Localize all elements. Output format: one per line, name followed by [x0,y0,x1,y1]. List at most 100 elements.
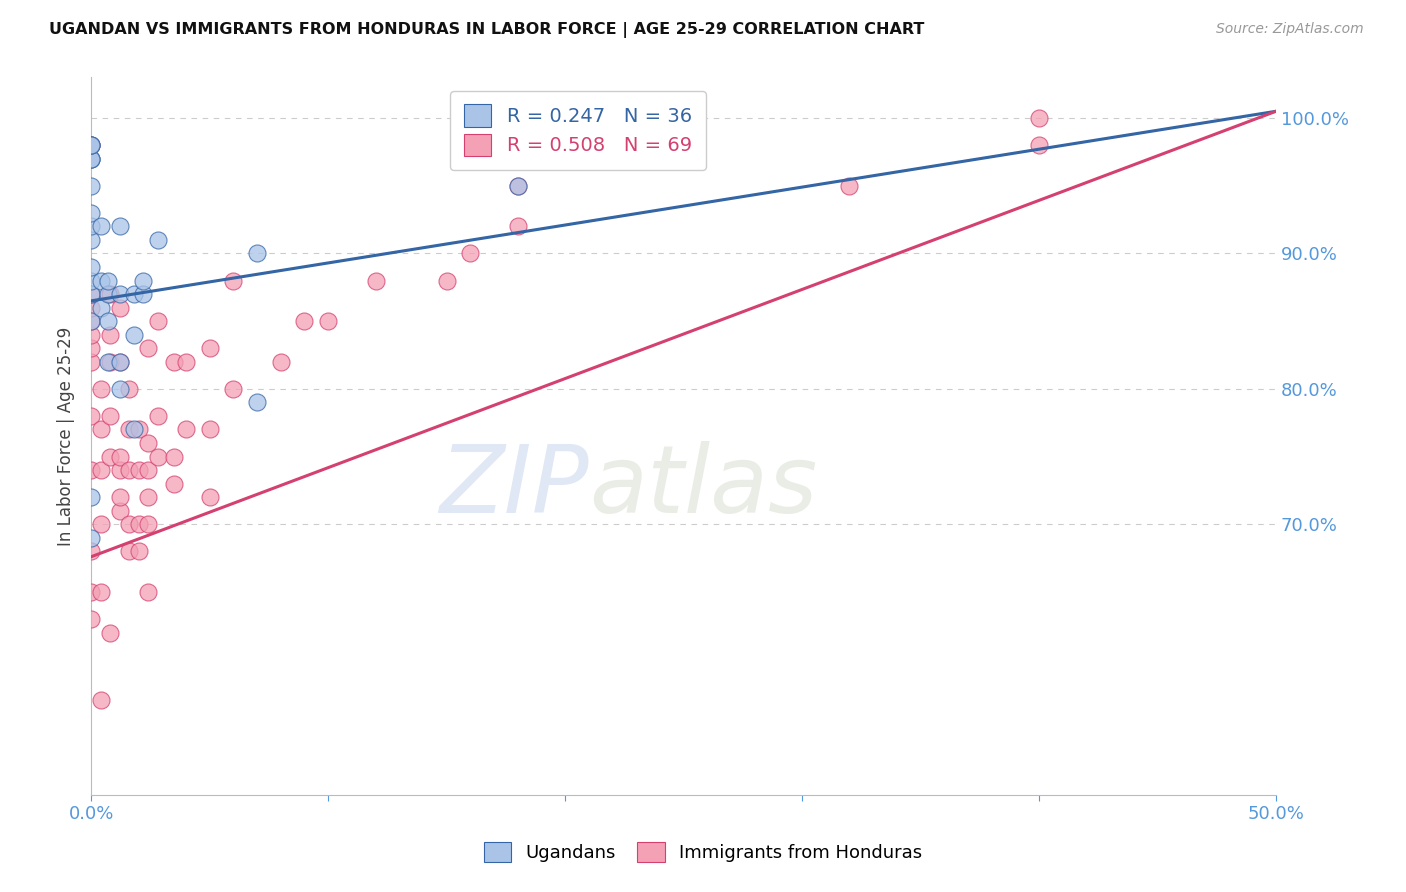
Point [80,327,103,342]
Point [136,490,159,504]
Point [1028,138,1050,153]
Point [80,544,103,558]
Point [128,463,150,477]
Point [118,463,141,477]
Point [80,233,103,247]
Point [90,585,112,599]
Text: UGANDAN VS IMMIGRANTS FROM HONDURAS IN LABOR FORCE | AGE 25-29 CORRELATION CHART: UGANDAN VS IMMIGRANTS FROM HONDURAS IN L… [49,22,925,38]
Point [294,314,316,328]
Point [80,463,103,477]
Point [97,274,120,288]
Point [90,422,112,436]
Point [163,355,186,369]
Point [98,409,121,423]
Text: Source: ZipAtlas.com: Source: ZipAtlas.com [1216,22,1364,37]
Point [80,152,103,166]
Point [118,517,141,532]
Point [80,206,103,220]
Point [98,287,121,301]
Point [80,409,103,423]
Point [146,450,169,464]
Text: ZIP: ZIP [439,441,589,532]
Point [146,409,169,423]
Point [97,314,120,328]
Point [506,178,529,193]
Point [80,219,103,234]
Point [128,422,150,436]
Point [80,152,103,166]
Point [136,341,159,355]
Point [136,517,159,532]
Point [506,219,529,234]
Legend: Ugandans, Immigrants from Honduras: Ugandans, Immigrants from Honduras [477,835,929,870]
Point [132,287,155,301]
Point [108,504,131,518]
Y-axis label: In Labor Force | Age 25-29: In Labor Force | Age 25-29 [58,326,75,546]
Point [136,463,159,477]
Point [163,450,186,464]
Point [222,274,245,288]
Point [97,287,120,301]
Point [118,422,141,436]
Point [108,382,131,396]
Point [80,585,103,599]
Point [90,274,112,288]
Point [174,422,197,436]
Point [90,693,112,707]
Point [198,341,221,355]
Point [108,219,131,234]
Point [80,612,103,626]
Point [98,355,121,369]
Point [108,450,131,464]
Point [246,395,269,409]
Point [80,260,103,274]
Point [97,355,120,369]
Point [122,287,145,301]
Point [222,382,245,396]
Point [458,246,481,260]
Point [90,382,112,396]
Point [80,531,103,545]
Point [98,327,121,342]
Point [80,314,103,328]
Point [80,314,103,328]
Point [198,422,221,436]
Point [146,233,169,247]
Point [122,327,145,342]
Point [108,301,131,315]
Point [108,355,131,369]
Point [316,314,339,328]
Point [136,585,159,599]
Point [80,287,103,301]
Point [118,382,141,396]
Point [436,274,458,288]
Point [90,301,112,315]
Point [80,178,103,193]
Point [90,463,112,477]
Point [80,355,103,369]
Point [80,287,103,301]
Point [98,625,121,640]
Point [118,544,141,558]
Point [146,314,169,328]
Point [198,490,221,504]
Point [1028,111,1050,125]
Point [122,422,145,436]
Point [174,355,197,369]
Point [246,246,269,260]
Point [270,355,292,369]
Point [128,517,150,532]
Point [80,138,103,153]
Point [108,355,131,369]
Text: atlas: atlas [589,441,817,532]
Point [132,274,155,288]
Point [80,301,103,315]
Point [80,152,103,166]
Point [80,138,103,153]
Point [136,436,159,450]
Point [98,450,121,464]
Point [90,219,112,234]
Point [80,274,103,288]
Legend: R = 0.247   N = 36, R = 0.508   N = 69: R = 0.247 N = 36, R = 0.508 N = 69 [450,91,706,169]
Point [108,463,131,477]
